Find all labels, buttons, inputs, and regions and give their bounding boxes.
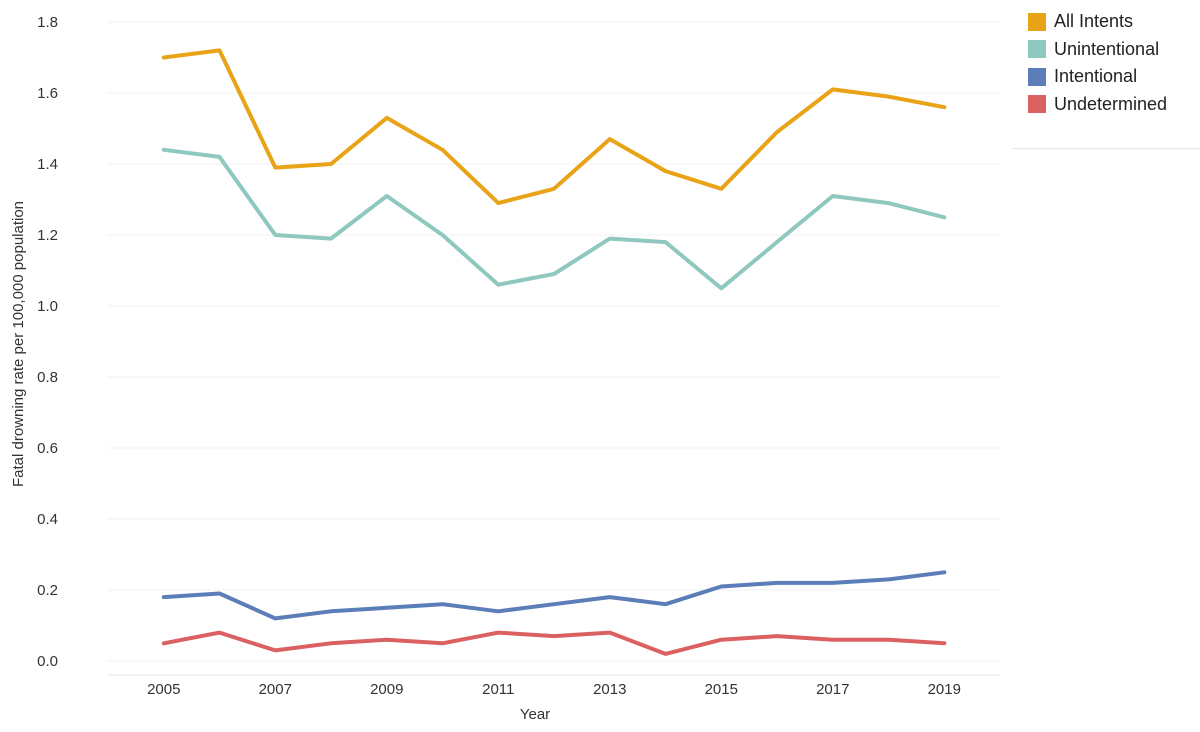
y-tick-label: 0.6 <box>37 440 58 457</box>
x-tick-label: 2009 <box>370 681 403 698</box>
legend-label: Undetermined <box>1054 93 1168 114</box>
series-line-all-intents <box>161 48 947 206</box>
y-axis-ticks: 0.0 0.2 0.4 0.6 0.8 1.0 1.2 1.4 1.6 1.8 <box>37 14 58 670</box>
x-tick-label: 2011 <box>482 681 514 698</box>
legend-swatch <box>1028 67 1046 86</box>
gridlines <box>108 21 1000 662</box>
y-tick-label: 0.4 <box>37 511 58 528</box>
legend-item-undetermined: Undetermined <box>1028 91 1200 119</box>
y-axis-title: Fatal drowning rate per 100,000 populati… <box>10 201 27 487</box>
x-axis-ticks: 2005 2007 2009 2011 2013 2015 2017 2019 <box>108 674 1000 698</box>
x-tick-label: 2017 <box>816 681 849 698</box>
legend-divider <box>1012 148 1200 149</box>
legend: All Intents Unintentional Intentional Undet… <box>1028 8 1200 118</box>
series-line-intentional <box>161 570 947 621</box>
x-tick-label: 2015 <box>705 681 738 698</box>
x-tick-label: 2013 <box>593 681 626 698</box>
y-tick-label: 0.8 <box>37 369 58 386</box>
x-axis-title: Year <box>520 706 550 723</box>
series-line-undetermined <box>161 630 947 656</box>
legend-item-intentional: Intentional <box>1028 63 1200 91</box>
legend-label: Unintentional <box>1054 38 1160 59</box>
y-tick-label: 1.0 <box>37 298 58 315</box>
x-tick-label: 2007 <box>259 681 292 698</box>
y-tick-label: 0.2 <box>37 582 58 599</box>
legend-item-unintentional: Unintentional <box>1028 36 1200 64</box>
y-tick-label: 1.2 <box>37 227 58 244</box>
y-tick-label: 1.8 <box>37 14 58 31</box>
series-lines <box>161 48 947 656</box>
x-tick-label: 2005 <box>147 681 180 698</box>
legend-label: Intentional <box>1054 66 1138 87</box>
y-tick-label: 0.0 <box>37 653 58 670</box>
y-tick-label: 1.6 <box>37 85 58 102</box>
legend-swatch <box>1028 12 1046 31</box>
legend-item-all-intents: All Intents <box>1028 8 1200 36</box>
series-line-unintentional <box>161 147 947 291</box>
x-tick-label: 2019 <box>928 681 961 698</box>
legend-label: All Intents <box>1054 11 1134 32</box>
legend-swatch <box>1028 40 1046 59</box>
legend-swatch <box>1028 95 1046 114</box>
y-tick-label: 1.4 <box>37 156 58 173</box>
